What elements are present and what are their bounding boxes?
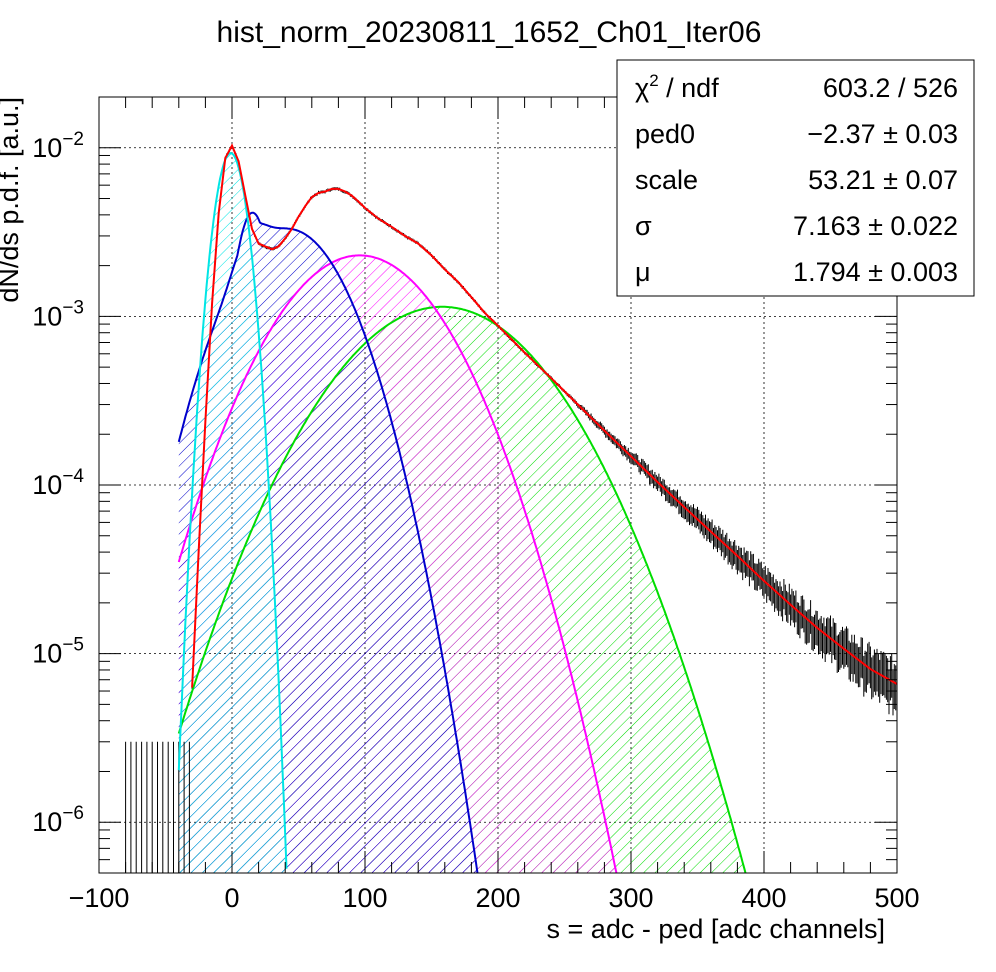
stats-value: 603.2 / 526 <box>823 73 958 103</box>
y-tick-label: 10−5 <box>32 635 84 669</box>
x-tick-label: −100 <box>69 883 130 913</box>
chart-title: hist_norm_20230811_1652_Ch01_Iter06 <box>217 16 762 49</box>
stats-box-frame <box>616 59 975 297</box>
x-axis-label: s = adc - ped [adc channels] <box>547 914 885 944</box>
component-fill-0 <box>178 153 287 873</box>
y-tick-label: 10−3 <box>32 297 84 331</box>
stats-value: −2.37 ± 0.03 <box>807 119 958 149</box>
stats-label: ped0 <box>635 119 695 149</box>
component-curve-1 <box>177 211 479 873</box>
stats-label: scale <box>635 165 698 195</box>
x-tick-label: 300 <box>608 883 653 913</box>
y-tick-label: 10−6 <box>32 803 84 837</box>
fit-curves <box>177 143 897 873</box>
total-fit-curve <box>191 143 897 688</box>
x-tick-label: 200 <box>475 883 520 913</box>
y-axis-label: dN/ds p.d.f. [a.u.] <box>0 97 24 303</box>
x-tick-label: 500 <box>874 883 919 913</box>
tick-labels: −100 0 100 200 300 400 500 10−2 10−3 10−4 10−5 10−6 <box>32 129 919 913</box>
x-tick-label: 400 <box>741 883 786 913</box>
component-curve-3 <box>177 305 747 873</box>
stats-label: μ <box>635 257 651 287</box>
component-curve-2 <box>177 254 618 873</box>
stats-value: 53.21 ± 0.07 <box>808 165 958 195</box>
component-fills <box>178 153 747 873</box>
stats-value: 7.163 ± 0.022 <box>793 211 958 241</box>
x-tick-label: 0 <box>224 883 239 913</box>
stats-label: χ2 / ndf <box>635 71 719 103</box>
stats-label: σ <box>635 211 652 241</box>
stats-value: 1.794 ± 0.003 <box>793 257 958 287</box>
component-curve-0 <box>177 152 288 869</box>
y-tick-label: 10−2 <box>32 129 84 163</box>
x-tick-label: 100 <box>342 883 387 913</box>
y-tick-label: 10−4 <box>32 466 84 500</box>
stats-box: χ2 / ndf 603.2 / 526 ped0 −2.37 ± 0.03 scale… <box>616 59 975 297</box>
